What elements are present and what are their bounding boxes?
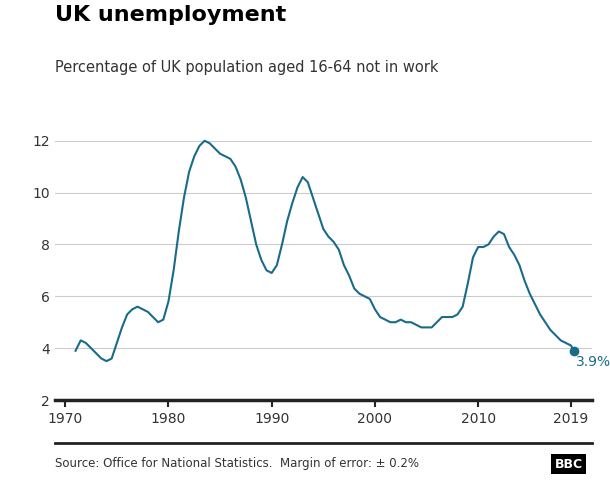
Text: Percentage of UK population aged 16-64 not in work: Percentage of UK population aged 16-64 n… [55, 60, 439, 75]
Text: UK unemployment: UK unemployment [55, 5, 286, 25]
Text: 3.9%: 3.9% [576, 354, 610, 368]
Text: Source: Office for National Statistics.  Margin of error: ± 0.2%: Source: Office for National Statistics. … [55, 458, 419, 470]
Text: BBC: BBC [554, 458, 583, 470]
